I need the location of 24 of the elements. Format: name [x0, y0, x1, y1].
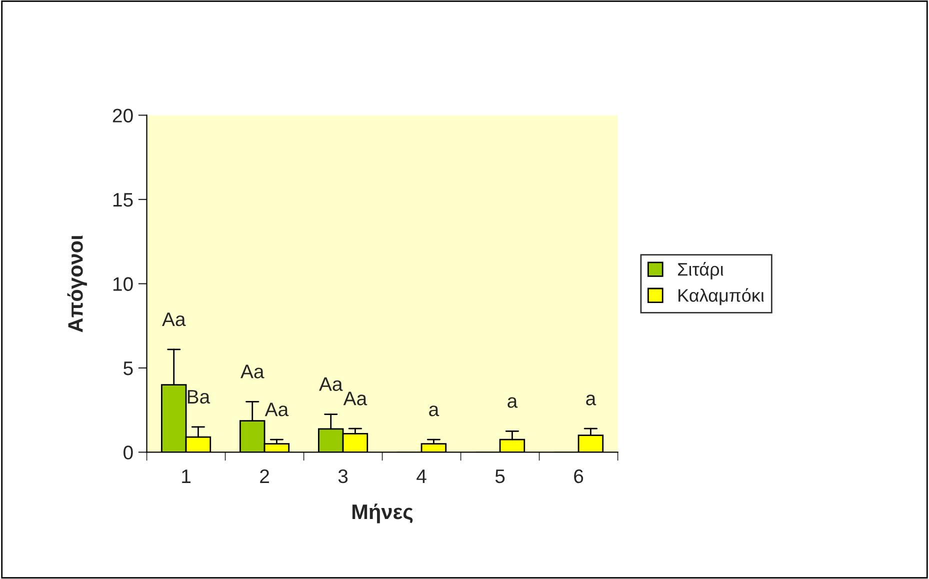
annotation: a — [429, 406, 440, 416]
annotation: Aa — [343, 392, 368, 406]
x-tick-label: 4 — [416, 470, 426, 483]
y-axis-title: Απόγονοι — [67, 235, 87, 332]
annotation: Aa — [319, 377, 343, 391]
x-axis-title: Μήνες — [352, 504, 413, 524]
legend-label: Καλαμπόκι — [678, 288, 764, 306]
annotation: a — [586, 394, 596, 406]
annotation: Ba — [188, 390, 210, 404]
x-tick-label: 2 — [260, 469, 269, 483]
y-tick-label: 5 — [124, 362, 133, 376]
annotation: Aa — [240, 364, 264, 378]
annotation: Aa — [162, 312, 186, 326]
y-tick-label: 0 — [124, 446, 133, 460]
annotation: Aa — [264, 402, 289, 416]
x-tick-label: 5 — [495, 470, 505, 484]
annotation: a — [508, 397, 518, 408]
x-tick-label: 6 — [574, 469, 584, 484]
y-tick-label: 10 — [113, 277, 133, 291]
x-tick-label: 3 — [338, 469, 348, 484]
y-tick-label: 20 — [112, 108, 133, 122]
x-tick-label: 1 — [182, 470, 190, 483]
legend-label: Σιτάρι — [678, 262, 724, 280]
y-tick-label: 15 — [113, 193, 133, 207]
